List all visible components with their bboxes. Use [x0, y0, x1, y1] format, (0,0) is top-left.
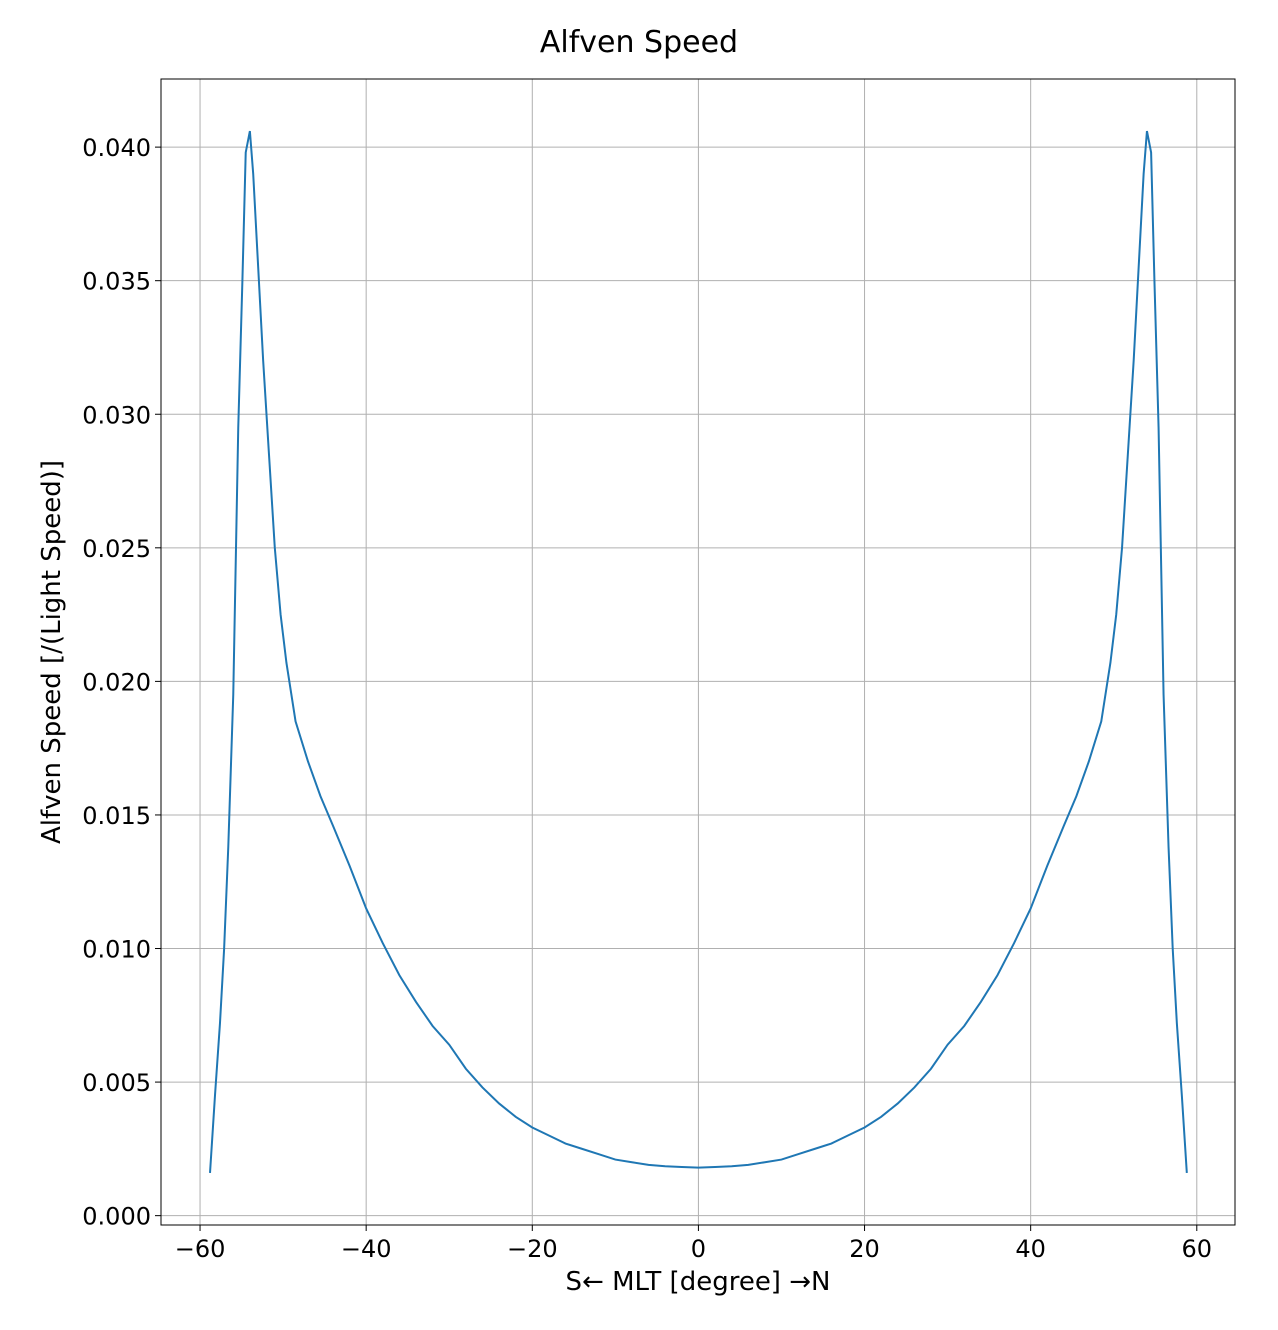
x-tick-label: 0 [691, 1235, 706, 1263]
data-line [209, 130, 1188, 1173]
x-axis-label: S← MLT [degree] →N [566, 1267, 831, 1297]
x-tick-label: 20 [849, 1235, 880, 1263]
y-tick-label: 0.020 [82, 668, 151, 696]
x-tick-label: 60 [1182, 1235, 1213, 1263]
chart-title: Alfven Speed [540, 25, 738, 60]
y-tick-label: 0.000 [82, 1203, 151, 1231]
plot-frame [160, 78, 1236, 1226]
x-tick-label: −40 [341, 1235, 392, 1263]
y-tick-label: 0.035 [82, 268, 151, 296]
x-tick-label: −20 [507, 1235, 558, 1263]
y-tick-label: 0.005 [82, 1069, 151, 1097]
x-tick-label: 40 [1015, 1235, 1046, 1263]
y-axis-label: Alfven Speed [/(Light Speed)] [37, 460, 67, 844]
y-tick-label: 0.040 [82, 134, 151, 162]
y-tick-label: 0.025 [82, 535, 151, 563]
y-tick-label: 0.030 [82, 401, 151, 429]
x-tick-label: −60 [175, 1235, 226, 1263]
y-tick-label: 0.015 [82, 802, 151, 830]
y-tick-label: 0.010 [82, 936, 151, 964]
